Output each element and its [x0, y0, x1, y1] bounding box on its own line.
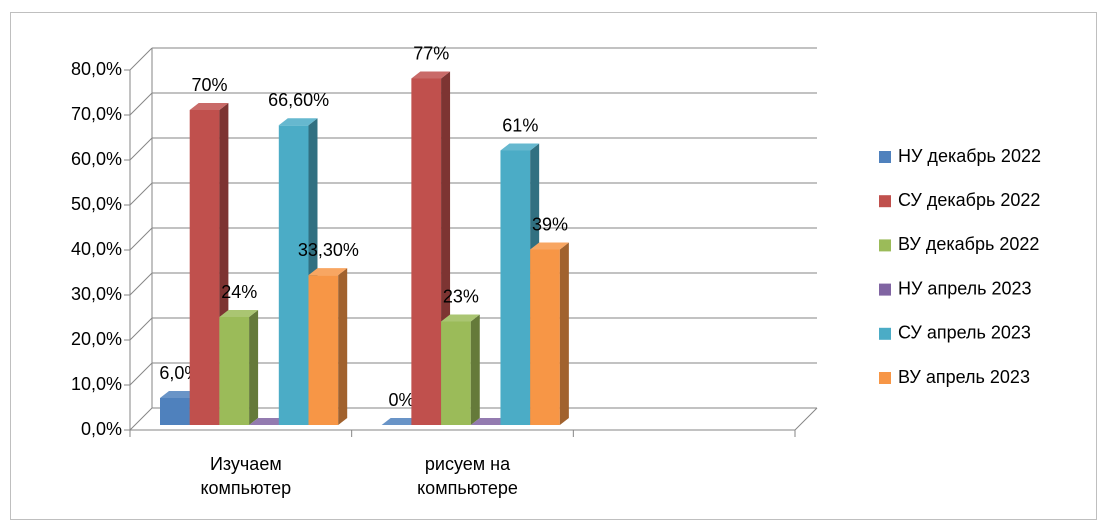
- legend-label: НУ декабрь 2022: [898, 146, 1041, 166]
- bar-front: [308, 275, 339, 425]
- grid-line-side: [129, 47, 153, 71]
- bar-top: [441, 314, 480, 322]
- grid-line-side: [129, 317, 153, 341]
- data-label: 23%: [443, 286, 479, 306]
- legend-swatch: [879, 239, 891, 252]
- bar: [470, 418, 510, 425]
- legend-label: СУ апрель 2023: [898, 323, 1031, 343]
- grid-line-side: [129, 272, 153, 296]
- data-label: 24%: [221, 282, 257, 302]
- legend-swatch: [879, 327, 891, 340]
- bar-side: [470, 314, 480, 425]
- bar-front: [530, 249, 560, 425]
- bar-side: [338, 268, 348, 425]
- y-tick-label: 60,0%: [71, 149, 122, 169]
- bar-top: [411, 71, 451, 79]
- bar-top: [470, 418, 510, 425]
- bar-top: [249, 418, 288, 425]
- y-tick-label: 10,0%: [71, 374, 122, 394]
- legend-label: ВУ декабрь 2022: [898, 234, 1039, 254]
- data-label: 70%: [192, 75, 228, 95]
- legend-swatch: [879, 195, 891, 208]
- bar: [441, 314, 480, 425]
- data-label: 39%: [532, 214, 568, 234]
- x-tick-label: Изучаем компьютер: [200, 454, 292, 498]
- grid-line-side: [129, 182, 153, 206]
- data-label: 0%: [389, 390, 415, 410]
- y-tick-label: 80,0%: [71, 59, 122, 79]
- bar-front: [278, 125, 309, 426]
- bar: [249, 418, 288, 425]
- y-tick-label: 0,0%: [81, 419, 122, 439]
- bar-front: [219, 317, 250, 425]
- bar-top: [160, 391, 199, 398]
- legend-label: НУ апрель 2023: [898, 278, 1032, 298]
- y-tick-label: 70,0%: [71, 104, 122, 124]
- grid-line-side: [129, 407, 153, 431]
- bar: [308, 268, 348, 425]
- y-tick-label: 40,0%: [71, 239, 122, 259]
- bar-side: [559, 242, 569, 425]
- legend-swatch: [879, 283, 891, 296]
- legend-swatch: [879, 151, 891, 163]
- bar-top: [278, 118, 318, 126]
- data-label: 33,30%: [298, 240, 359, 260]
- bar-front: [160, 398, 190, 425]
- bar-top: [219, 310, 259, 317]
- bar-top: [189, 103, 229, 110]
- legend-swatch: [879, 372, 891, 384]
- bar-front: [189, 110, 220, 425]
- bar: [381, 418, 421, 425]
- bar-top: [500, 143, 540, 151]
- grid-line-side: [129, 137, 153, 161]
- y-tick-label: 20,0%: [71, 329, 122, 349]
- x-tick-label: рисуем на компьютере: [417, 454, 518, 498]
- grid-line-side: [129, 92, 153, 116]
- bar-side: [249, 310, 259, 425]
- y-tick-label: 50,0%: [71, 194, 122, 214]
- bar-front: [441, 321, 471, 425]
- data-label: 77%: [413, 43, 449, 63]
- bar: [219, 310, 259, 425]
- data-label: 61%: [502, 115, 538, 135]
- bar: [411, 71, 451, 425]
- y-tick-label: 30,0%: [71, 284, 122, 304]
- legend-label: СУ декабрь 2022: [898, 190, 1040, 210]
- bar-top: [308, 268, 348, 276]
- bar: [530, 242, 569, 425]
- grid-line-side: [129, 227, 153, 251]
- bar-front: [500, 150, 531, 425]
- bar-top: [381, 418, 421, 425]
- data-label: 66,60%: [268, 90, 329, 110]
- bar-front: [411, 78, 442, 425]
- grid-line-side: [129, 362, 153, 386]
- legend-label: ВУ апрель 2023: [898, 367, 1030, 387]
- bar-top: [530, 242, 569, 250]
